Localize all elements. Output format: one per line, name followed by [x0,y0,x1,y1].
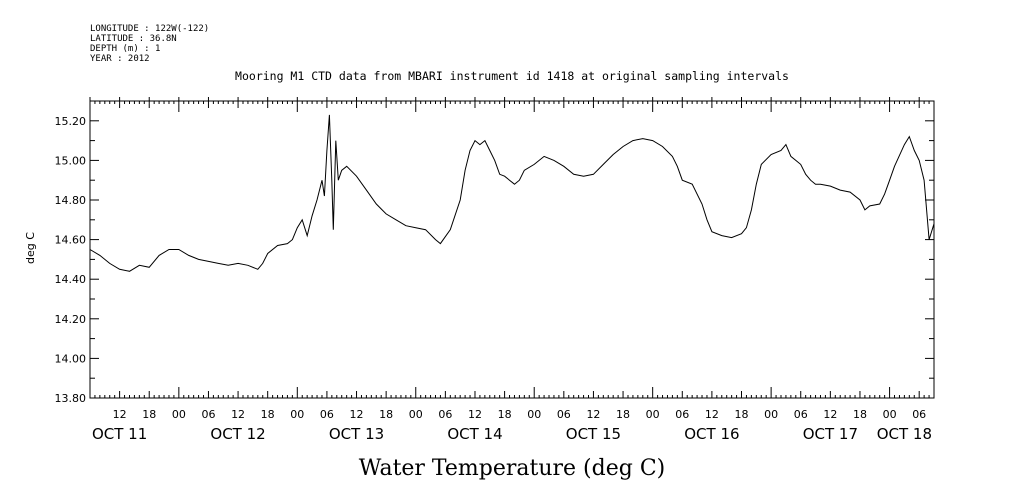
x-hour-label: 12 [350,408,364,421]
x-hour-label: 12 [586,408,600,421]
x-hour-label: 18 [853,408,867,421]
x-hour-label: 00 [290,408,304,421]
x-hour-label: 00 [409,408,423,421]
depth-text: DEPTH (m) : 1 [90,44,160,54]
y-tick-label: 14.40 [55,273,87,286]
x-day-label: OCT 18 [877,425,932,443]
x-day-label: OCT 13 [329,425,384,443]
x-hour-label: 18 [142,408,156,421]
year-text: YEAR : 2012 [90,54,150,64]
plot-area [89,114,935,272]
x-hour-label: 00 [172,408,186,421]
series-line [89,114,935,272]
x-day-label: OCT 15 [566,425,621,443]
x-hour-label: 00 [646,408,660,421]
x-day-label: OCT 16 [684,425,739,443]
latitude-text: LATITUDE : 36.8N [90,34,177,44]
plot-frame [89,100,935,399]
x-hour-label: 18 [261,408,275,421]
x-hour-label: 06 [557,408,571,421]
y-tick-label: 13.80 [55,392,87,405]
x-hour-label: 18 [379,408,393,421]
x-hour-label: 00 [527,408,541,421]
x-hour-label: 18 [498,408,512,421]
x-hour-label: 18 [616,408,630,421]
x-hour-label: 12 [231,408,245,421]
longitude-text: LONGITUDE : 122W(-122) [90,24,209,34]
y-tick-label: 14.20 [55,313,87,326]
y-tick-label: 15.00 [55,154,87,167]
x-hour-label: 12 [468,408,482,421]
x-hour-label: 06 [201,408,215,421]
x-hour-label: 12 [823,408,837,421]
x-hour-label: 12 [705,408,719,421]
x-hour-label: 00 [764,408,778,421]
axes: 13.80 14.00 14.20 14.40 14.60 14.80 15.00 15.20… [55,97,935,443]
x-hour-label: 06 [794,408,808,421]
chart-subtitle: Water Temperature (deg C) [359,456,666,481]
x-hour-label: 06 [320,408,334,421]
y-tick-label: 14.60 [55,234,87,247]
x-hour-label: 06 [438,408,452,421]
y-tick-label: 15.20 [55,115,87,128]
x-hour-label: 18 [735,408,749,421]
x-day-label: OCT 14 [447,425,502,443]
y-tick-label: 14.00 [55,352,87,365]
y-tick-label: 14.80 [55,194,87,207]
x-hour-label: 06 [675,408,689,421]
x-day-label: OCT 12 [210,425,265,443]
x-day-label: OCT 11 [92,425,147,443]
chart-title: Mooring M1 CTD data from MBARI instrumen… [235,69,789,83]
x-hour-label: 06 [912,408,926,421]
x-hour-label: 00 [883,408,897,421]
x-hour-label: 12 [113,408,127,421]
x-day-label: OCT 17 [803,425,858,443]
metadata-header: LONGITUDE : 122W(-122) LATITUDE : 36.8N … [90,24,209,64]
y-axis-label: deg C [24,232,37,264]
